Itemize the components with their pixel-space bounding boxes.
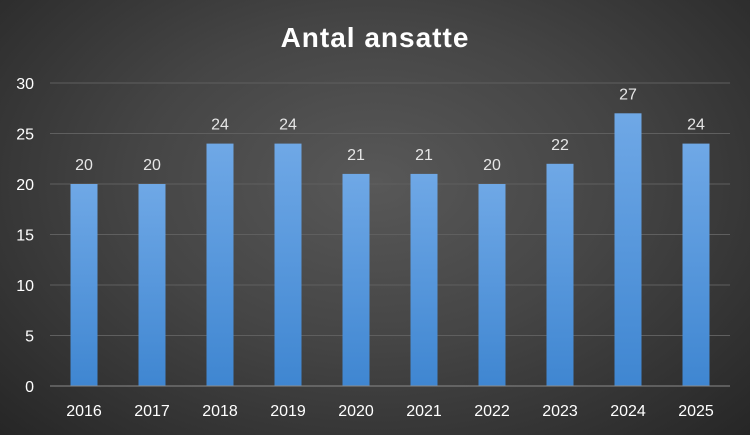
x-tick-label: 2022	[474, 403, 510, 420]
bar	[274, 143, 302, 386]
x-tick-label: 2017	[134, 403, 170, 420]
bar	[546, 163, 574, 386]
data-label: 27	[619, 86, 637, 103]
x-tick-label: 2025	[678, 403, 714, 420]
bar	[206, 143, 234, 386]
bar	[342, 173, 370, 386]
data-label: 24	[687, 117, 705, 134]
y-tick-label: 5	[25, 329, 34, 346]
bars	[70, 113, 710, 387]
y-tick-label: 30	[16, 76, 34, 93]
data-label: 22	[551, 137, 569, 154]
bar	[478, 184, 506, 386]
x-tick-label: 2024	[610, 403, 646, 420]
chart-title: Antal ansatte	[281, 22, 470, 53]
y-axis-ticks: 0 5 10 15 20 25 30	[16, 76, 34, 396]
bar	[614, 113, 642, 387]
x-axis-ticks: 2016 2017 2018 2019 2020 2021 2022 2023 2024 2025	[66, 403, 714, 420]
x-tick-label: 2016	[66, 403, 102, 420]
x-tick-label: 2018	[202, 403, 238, 420]
data-label: 20	[143, 157, 161, 174]
x-tick-label: 2020	[338, 403, 374, 420]
y-tick-label: 20	[16, 177, 34, 194]
bar	[70, 184, 98, 386]
data-label: 20	[483, 157, 501, 174]
x-tick-label: 2019	[270, 403, 306, 420]
data-label: 24	[279, 117, 297, 134]
data-label: 20	[75, 157, 93, 174]
bar	[410, 173, 438, 386]
bar	[138, 184, 166, 386]
x-tick-label: 2023	[542, 403, 578, 420]
data-label: 21	[347, 147, 365, 164]
data-label: 24	[211, 117, 229, 134]
data-labels: 20 20 24 24 21 21 20 22 27 24	[75, 86, 705, 174]
bar	[682, 143, 710, 386]
y-tick-label: 0	[25, 379, 34, 396]
y-tick-label: 10	[16, 278, 34, 295]
y-tick-label: 15	[16, 228, 34, 245]
x-tick-label: 2021	[406, 403, 442, 420]
y-tick-label: 25	[16, 127, 34, 144]
data-label: 21	[415, 147, 433, 164]
